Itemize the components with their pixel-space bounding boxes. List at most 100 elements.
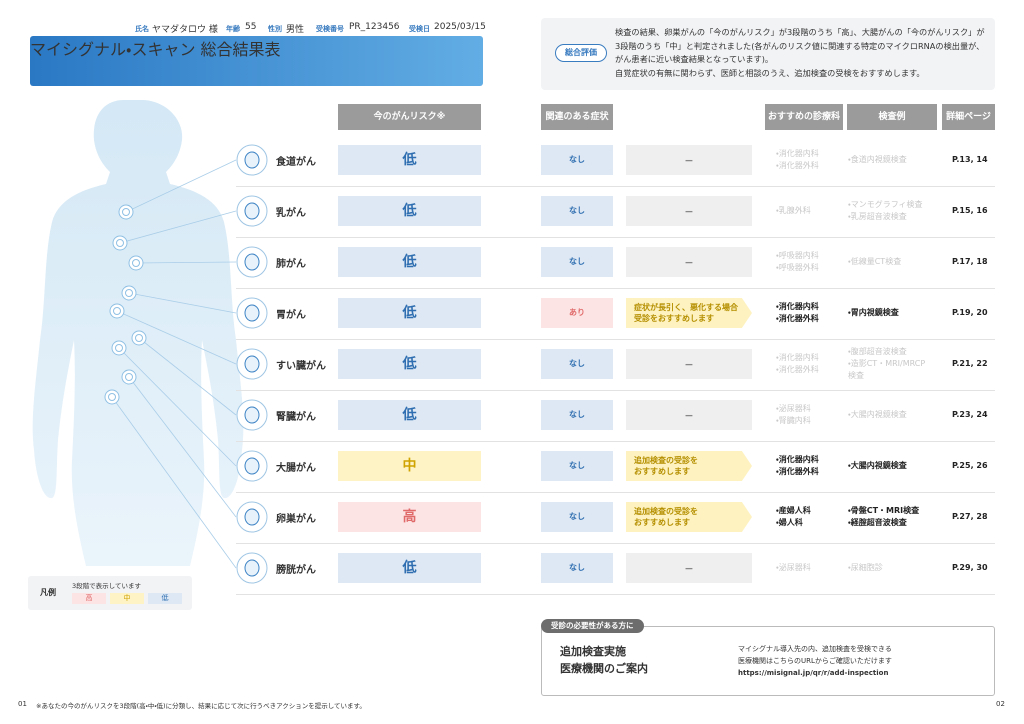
- symptom: なし: [541, 400, 613, 430]
- cancer-name: 乳がん: [276, 208, 306, 219]
- exams: ・骨盤CT・MRI検査 ・経腟超音波検査: [848, 505, 919, 529]
- connector-line: [111, 396, 237, 569]
- action: −: [626, 400, 752, 430]
- cancer-name: 膀胱がん: [276, 565, 316, 576]
- departments: ・消化器内科 ・消化器外科: [776, 148, 819, 172]
- legend-item: 中: [110, 593, 144, 604]
- organ-shape: [244, 253, 260, 271]
- detail-page: P.23, 24: [952, 410, 988, 419]
- connector-line: [138, 337, 237, 416]
- detail-page: P.27, 28: [952, 512, 988, 521]
- action-line: おすすめします: [634, 518, 690, 527]
- cancer-name: 肺がん: [276, 259, 306, 270]
- departments: ・消化器内科 ・消化器外科: [776, 352, 819, 376]
- body-marker-inner: [135, 334, 143, 342]
- connector-line: [128, 376, 237, 518]
- cancer-name: 胃がん: [276, 310, 306, 321]
- organ-shape: [244, 457, 260, 475]
- exams: ・低線量CT検査: [848, 256, 901, 268]
- organ-shape: [244, 304, 260, 322]
- header-sex-label: 性別: [268, 25, 282, 33]
- action: −: [626, 196, 752, 226]
- symptom: なし: [541, 349, 613, 379]
- exam: ・胃内視鏡検査: [848, 308, 899, 317]
- organ-shape: [244, 151, 260, 169]
- exam: ・造影CT・MRI/MRCP: [848, 359, 926, 368]
- symptom: なし: [541, 451, 613, 481]
- exams: ・腹部超音波検査 ・造影CT・MRI/MRCP 検査: [848, 346, 925, 382]
- organ-shape: [244, 508, 260, 526]
- row-separator: [236, 594, 995, 595]
- guide-tag: 受診の必要性がある方に: [541, 619, 644, 633]
- detail-page: P.19, 20: [952, 308, 988, 317]
- title-bar: マイシグナル・スキャン 総合結果表: [30, 36, 483, 86]
- departments: ・泌尿器科: [776, 562, 811, 574]
- summary-label: 総合評価: [555, 44, 607, 62]
- exam: ・マンモグラフィ検査: [848, 200, 923, 209]
- header-name: ヤマダタロウ 様: [152, 25, 218, 35]
- action-line: −: [684, 561, 694, 575]
- column-header: 関連のある症状: [541, 104, 613, 130]
- header-date-label: 受検日: [409, 25, 430, 33]
- exam: 検査: [848, 371, 864, 380]
- exams: ・大腸内視鏡検査: [848, 460, 907, 472]
- departments: ・産婦人科 ・婦人科: [776, 505, 811, 529]
- departments: ・消化器内科 ・消化器外科: [776, 454, 819, 478]
- page-number-right: 02: [996, 700, 1005, 708]
- row-separator: [236, 339, 995, 340]
- departments: ・呼吸器内科 ・呼吸器外科: [776, 250, 819, 274]
- exams: ・尿細胞診: [848, 562, 883, 574]
- risk-level: 低: [338, 298, 481, 328]
- body-marker-inner: [122, 208, 130, 216]
- detail-page: P.25, 26: [952, 461, 988, 470]
- organ-shape: [244, 202, 260, 220]
- title: マイシグナル・スキャン 総合結果表: [30, 40, 281, 59]
- connector-line: [119, 210, 237, 244]
- exam: ・経腟超音波検査: [848, 518, 907, 527]
- body-marker: [109, 303, 125, 319]
- summary-text-block: 検査の結果、卵巣がんの「今のがんリスク」が3段階のうち「高」、大腸がんの「今のが…: [615, 26, 987, 80]
- summary-text: 検査の結果、卵巣がんの「今のがんリスク」が3段階のうち「高」、大腸がんの「今のが…: [615, 27, 985, 64]
- risk-level: 高: [338, 502, 481, 532]
- footer-note: ※あなたの今のがんリスクを3段階(高・中・低)に分類し、結果に応じて次に行うべき…: [36, 702, 366, 710]
- connector-line: [125, 159, 237, 213]
- department: ・乳腺外科: [776, 206, 811, 215]
- risk-level: 低: [338, 247, 481, 277]
- departments: ・乳腺外科: [776, 205, 811, 217]
- organ-shape: [244, 406, 260, 424]
- exam: ・低線量CT検査: [848, 257, 902, 266]
- department: ・消化器外科: [776, 467, 819, 476]
- row-separator: [236, 186, 995, 187]
- risk-level: 低: [338, 145, 481, 175]
- risk-level: 低: [338, 349, 481, 379]
- risk-level: 中: [338, 451, 481, 481]
- body-marker-inner: [125, 289, 133, 297]
- action: −: [626, 247, 752, 277]
- department: ・消化器外科: [776, 365, 819, 374]
- department: ・消化器内科: [776, 149, 819, 158]
- action: −: [626, 553, 752, 583]
- action-line: −: [684, 255, 694, 269]
- action: 症状が長引く、悪化する場合 受診をおすすめします: [626, 298, 752, 328]
- guide-text-line: 医療機関はこちらのURLからご確認いただけます: [738, 657, 892, 665]
- department: ・泌尿器科: [776, 404, 811, 413]
- organ-shape: [244, 355, 260, 373]
- body-marker-inner: [115, 344, 123, 352]
- header-age-label: 年齢: [226, 25, 240, 33]
- symptom: あり: [541, 298, 613, 328]
- guide-title-line: 追加検査実施: [560, 645, 626, 658]
- department: ・消化器内科: [776, 455, 819, 464]
- symptom: なし: [541, 553, 613, 583]
- header-name-label: 氏名: [135, 25, 149, 33]
- exam: ・尿細胞診: [848, 563, 883, 572]
- action: 追加検査の受診を おすすめします: [626, 502, 752, 532]
- exams: ・胃内視鏡検査: [848, 307, 899, 319]
- connector-line: [116, 310, 237, 365]
- legend-label: 凡例: [40, 588, 56, 597]
- action: −: [626, 349, 752, 379]
- row-separator: [236, 492, 995, 493]
- department: ・婦人科: [776, 518, 803, 527]
- organ-icons: [236, 144, 268, 584]
- connector-line: [128, 292, 237, 314]
